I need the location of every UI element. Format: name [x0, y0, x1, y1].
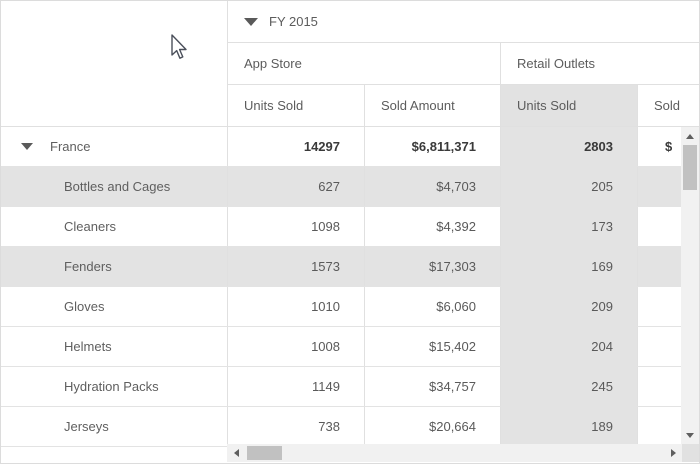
scroll-right-button[interactable]	[664, 444, 682, 462]
column-header-label: Units Sold	[517, 98, 577, 113]
collapse-icon[interactable]	[244, 17, 258, 26]
value-cell[interactable]: $4,392	[365, 207, 501, 246]
table-row-cleaners: Cleaners 1098 $4,392 173	[1, 207, 699, 247]
row-header-helmets[interactable]: Helmets	[1, 327, 228, 366]
value-cell[interactable]: 2803	[501, 127, 638, 166]
triangle-left-icon	[233, 449, 239, 457]
value-cell[interactable]: 209	[501, 287, 638, 326]
column-header-fy2015[interactable]: FY 2015	[228, 1, 699, 43]
scroll-left-button[interactable]	[227, 444, 245, 462]
column-header-sold-amount-retail-clipped[interactable]: Sold	[638, 85, 699, 127]
row-header-label: Gloves	[64, 299, 105, 314]
column-header-label: Sold Amount	[381, 98, 455, 113]
table-row-fenders: Fenders 1573 $17,303 169	[1, 247, 699, 287]
vertical-scrollbar-thumb[interactable]	[683, 145, 697, 190]
value-cell[interactable]: 1010	[228, 287, 365, 326]
value-cell[interactable]: 627	[228, 167, 365, 206]
column-group-retail-outlets[interactable]: Retail Outlets	[501, 43, 699, 85]
column-header-sold-amount-app[interactable]: Sold Amount	[365, 85, 501, 127]
triangle-right-icon	[670, 449, 676, 457]
row-header-gloves[interactable]: Gloves	[1, 287, 228, 326]
value-cell[interactable]: $6,060	[365, 287, 501, 326]
collapse-icon[interactable]	[21, 143, 33, 150]
row-header-cleaners[interactable]: Cleaners	[1, 207, 228, 246]
value-cell-clipped[interactable]: $	[665, 139, 673, 154]
vertical-scrollbar[interactable]	[681, 127, 699, 444]
column-header-units-sold-retail-selected[interactable]: Units Sold	[501, 85, 638, 127]
row-header-bottles-and-cages[interactable]: Bottles and Cages	[1, 167, 228, 206]
row-header-label: Fenders	[64, 259, 112, 274]
value-cell[interactable]: 738	[228, 407, 365, 446]
column-header-units-sold-app[interactable]: Units Sold	[228, 85, 365, 127]
value-cell[interactable]: 173	[501, 207, 638, 246]
row-header-jerseys[interactable]: Jerseys	[1, 407, 228, 446]
row-header-fenders[interactable]: Fenders	[1, 247, 228, 286]
value-cell[interactable]: 1098	[228, 207, 365, 246]
value-cell[interactable]: 169	[501, 247, 638, 286]
scroll-down-button[interactable]	[681, 426, 699, 444]
table-row-helmets: Helmets 1008 $15,402 204	[1, 327, 699, 367]
column-header-label: Sold	[654, 98, 681, 113]
column-group-label: Retail Outlets	[517, 56, 596, 71]
value-cell[interactable]: $34,757	[365, 367, 501, 406]
value-cell[interactable]: $17,303	[365, 247, 501, 286]
triangle-down-icon	[686, 432, 694, 438]
table-row-hydration-packs: Hydration Packs 1149 $34,757 245	[1, 367, 699, 407]
value-cell[interactable]: 1573	[228, 247, 365, 286]
scroll-up-button[interactable]	[681, 127, 699, 145]
value-cell[interactable]: $20,664	[365, 407, 501, 446]
value-cell[interactable]: $15,402	[365, 327, 501, 366]
value-cell[interactable]: 204	[501, 327, 638, 366]
grid-body: France 14297 $6,811,371 2803 $ Bottles a…	[1, 127, 699, 463]
table-row-jerseys: Jerseys 738 $20,664 189	[1, 407, 699, 447]
table-row-bottles-and-cages: Bottles and Cages 627 $4,703 205	[1, 167, 699, 207]
horizontal-scrollbar-thumb[interactable]	[247, 446, 282, 460]
column-group-app-store[interactable]: App Store	[228, 43, 501, 85]
row-header-label: Bottles and Cages	[64, 179, 171, 194]
row-header-label: Helmets	[64, 339, 112, 354]
row-header-label: France	[50, 139, 91, 154]
table-row-gloves: Gloves 1010 $6,060 209	[1, 287, 699, 327]
row-header-label: Hydration Packs	[64, 379, 159, 394]
column-header-label: FY 2015	[269, 14, 318, 29]
horizontal-scrollbar[interactable]	[227, 444, 682, 462]
triangle-up-icon	[686, 133, 694, 139]
value-cell[interactable]: $6,811,371	[365, 127, 501, 166]
row-header-label: Jerseys	[64, 419, 109, 434]
scrollbar-corner	[682, 444, 699, 462]
row-header-label: Cleaners	[64, 219, 117, 234]
column-header-label: Units Sold	[244, 98, 304, 113]
value-cell[interactable]: 189	[501, 407, 638, 446]
value-cell[interactable]: 205	[501, 167, 638, 206]
row-header-france[interactable]: France	[1, 127, 228, 166]
table-row-france: France 14297 $6,811,371 2803 $	[1, 127, 699, 167]
value-cell[interactable]: 245	[501, 367, 638, 406]
column-group-label: App Store	[244, 56, 302, 71]
value-cell[interactable]: 1008	[228, 327, 365, 366]
pivot-corner-cell	[1, 1, 228, 127]
value-cell[interactable]: 1149	[228, 367, 365, 406]
row-header-hydration-packs[interactable]: Hydration Packs	[1, 367, 228, 406]
value-cell[interactable]: $4,703	[365, 167, 501, 206]
value-cell[interactable]: 14297	[228, 127, 365, 166]
